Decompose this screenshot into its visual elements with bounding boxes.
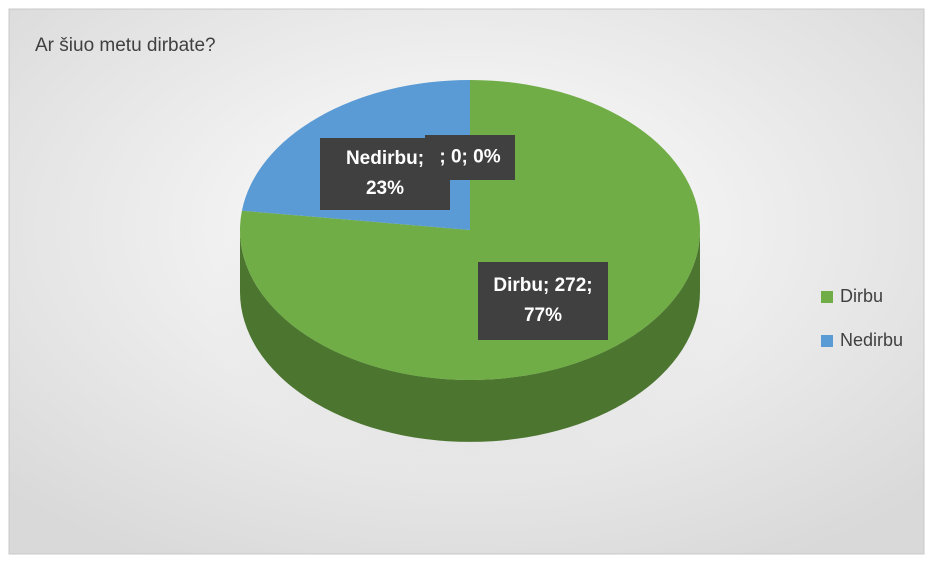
- data-label: 77%: [524, 305, 562, 326]
- pie-side: [240, 230, 700, 442]
- data-label: Dirbu; 272;: [493, 275, 592, 296]
- chart-title: Ar šiuo metu dirbate?: [35, 35, 216, 56]
- legend-label: Nedirbu: [840, 330, 903, 350]
- data-label-box: [478, 262, 608, 340]
- data-label: 23%: [366, 178, 404, 199]
- data-label-box: [425, 135, 515, 180]
- data-label: Nedirbu;: [346, 148, 424, 169]
- legend-swatch: [821, 291, 833, 303]
- legend-label: Dirbu: [840, 286, 883, 306]
- legend-swatch: [821, 335, 833, 347]
- data-label: ; 0; 0%: [439, 147, 500, 168]
